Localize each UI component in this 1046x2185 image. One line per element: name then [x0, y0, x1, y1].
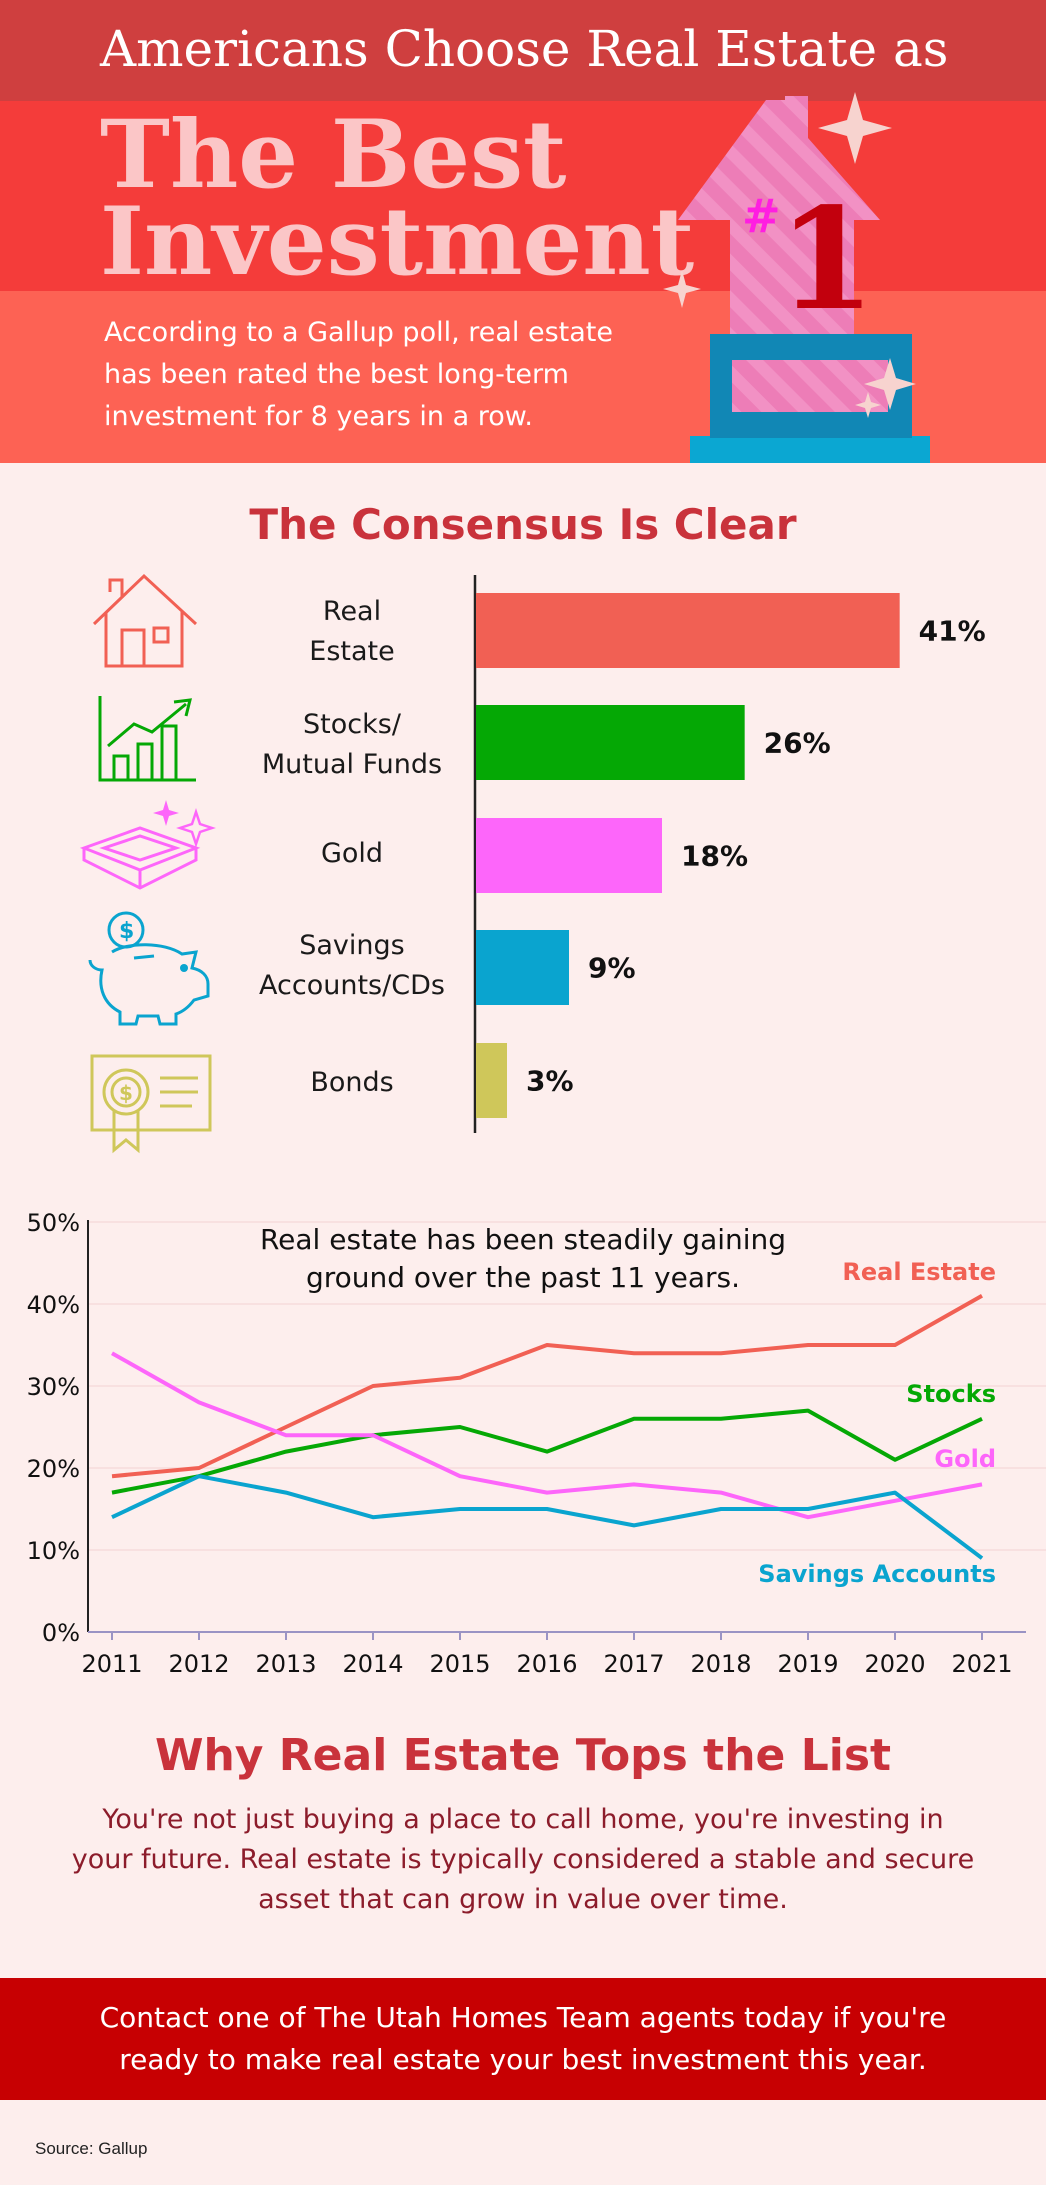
category-label-line: Bonds: [310, 1067, 394, 1098]
header-band-top: [0, 0, 1046, 101]
x-tick-label: 2017: [603, 1650, 664, 1678]
bar-4: [476, 1043, 507, 1118]
category-label-line: Mutual Funds: [261, 749, 443, 780]
header-title-line2: Investment: [100, 187, 695, 297]
sparkle-icon: [818, 92, 892, 164]
category-label-line: Accounts/CDs: [259, 970, 445, 1001]
y-tick-label: 20%: [27, 1455, 80, 1483]
chart-annotation: Real estate has been steadily gaining: [260, 1223, 786, 1256]
sparkle-icon: [855, 392, 881, 418]
house-shape: [678, 96, 880, 334]
x-tick-label: 2018: [690, 1650, 751, 1678]
header-kicker: Americans Choose Real Estate as: [100, 20, 949, 78]
bar-1: [476, 705, 745, 780]
bar-value-label: 41%: [919, 615, 986, 648]
sparkle-icon: [663, 270, 701, 308]
x-tick-label: 2019: [777, 1650, 838, 1678]
x-tick-label: 2011: [81, 1650, 142, 1678]
series-label: Gold: [934, 1445, 996, 1473]
number-one-house-trophy-icon: # 1: [663, 92, 930, 463]
bar-value-label: 26%: [764, 727, 831, 760]
trend-line-chart: 0% 10% 20% 30% 40% 50% 2011 2012 2013 2014 2015 201…: [27, 1209, 1046, 1678]
bar-value-label: 9%: [588, 952, 636, 985]
y-tick-label: 30%: [27, 1373, 80, 1401]
category-label-line: Savings: [299, 930, 405, 961]
y-tick-label: 0%: [42, 1619, 80, 1647]
x-tick-label: 2014: [342, 1650, 403, 1678]
source-note: Source: Gallup: [35, 2139, 148, 2158]
bar-2: [476, 818, 662, 893]
cta-band: [0, 1978, 1046, 2100]
series-line-savings-accounts: [111, 1474, 984, 1560]
y-tick-label: 40%: [27, 1291, 80, 1319]
trophy-base: [690, 436, 930, 463]
bar-value-label: 18%: [681, 840, 748, 873]
x-tick-label: 2021: [951, 1650, 1012, 1678]
y-tick-label: 10%: [27, 1537, 80, 1565]
category-label-real-estate: Real Estate: [232, 592, 472, 672]
category-label-line: Stocks/: [303, 709, 401, 740]
house-icon: [92, 573, 198, 668]
badge-hash: #: [742, 189, 781, 243]
bar-3: [476, 930, 569, 1005]
x-tick-label: 2015: [429, 1650, 490, 1678]
svg-text:$: $: [119, 1081, 133, 1105]
chart-annotation: ground over the past 11 years.: [306, 1261, 740, 1294]
x-tick-label: 2013: [255, 1650, 316, 1678]
category-label-stocks: Stocks/ Mutual Funds: [232, 705, 472, 785]
category-label-bonds: Bonds: [232, 1063, 472, 1103]
cta-text: Contact one of The Utah Homes Team agent…: [99, 2001, 947, 2076]
rising-bar-chart-icon: [98, 696, 196, 782]
category-label-gold: Gold: [232, 834, 472, 874]
consensus-bar-chart: 41% 26% 18% 9% 3%: [473, 575, 986, 1133]
bar-0: [476, 593, 900, 668]
why-body: You're not just buying a place to call h…: [71, 1804, 975, 1915]
header-description: According to a Gallup poll, real estate …: [104, 317, 614, 432]
series-label: Savings Accounts: [758, 1560, 996, 1588]
series-label: Real Estate: [842, 1258, 996, 1286]
y-tick-label: 50%: [27, 1209, 80, 1237]
category-label-savings: Savings Accounts/CDs: [232, 926, 472, 1006]
dollar-sign-icon: $: [119, 919, 134, 944]
sparkle-icon: [864, 358, 916, 410]
category-label-line: Real: [322, 596, 382, 627]
gold-bar-icon: [80, 800, 216, 890]
why-heading: Why Real Estate Tops the List: [154, 1730, 892, 1781]
consensus-heading: The Consensus Is Clear: [249, 500, 797, 549]
category-label-line: Estate: [309, 636, 395, 667]
badge-number: 1: [778, 178, 875, 342]
bar-value-label: 3%: [526, 1065, 574, 1098]
bond-certificate-icon: $: [90, 1054, 212, 1154]
category-label-line: Gold: [320, 838, 384, 869]
series-label: Stocks: [906, 1380, 996, 1408]
x-tick-label: 2020: [864, 1650, 925, 1678]
x-tick-label: 2016: [516, 1650, 577, 1678]
header-title-line1: The Best: [100, 100, 567, 210]
piggy-bank-icon: $: [88, 911, 210, 1026]
x-tick-label: 2012: [168, 1650, 229, 1678]
